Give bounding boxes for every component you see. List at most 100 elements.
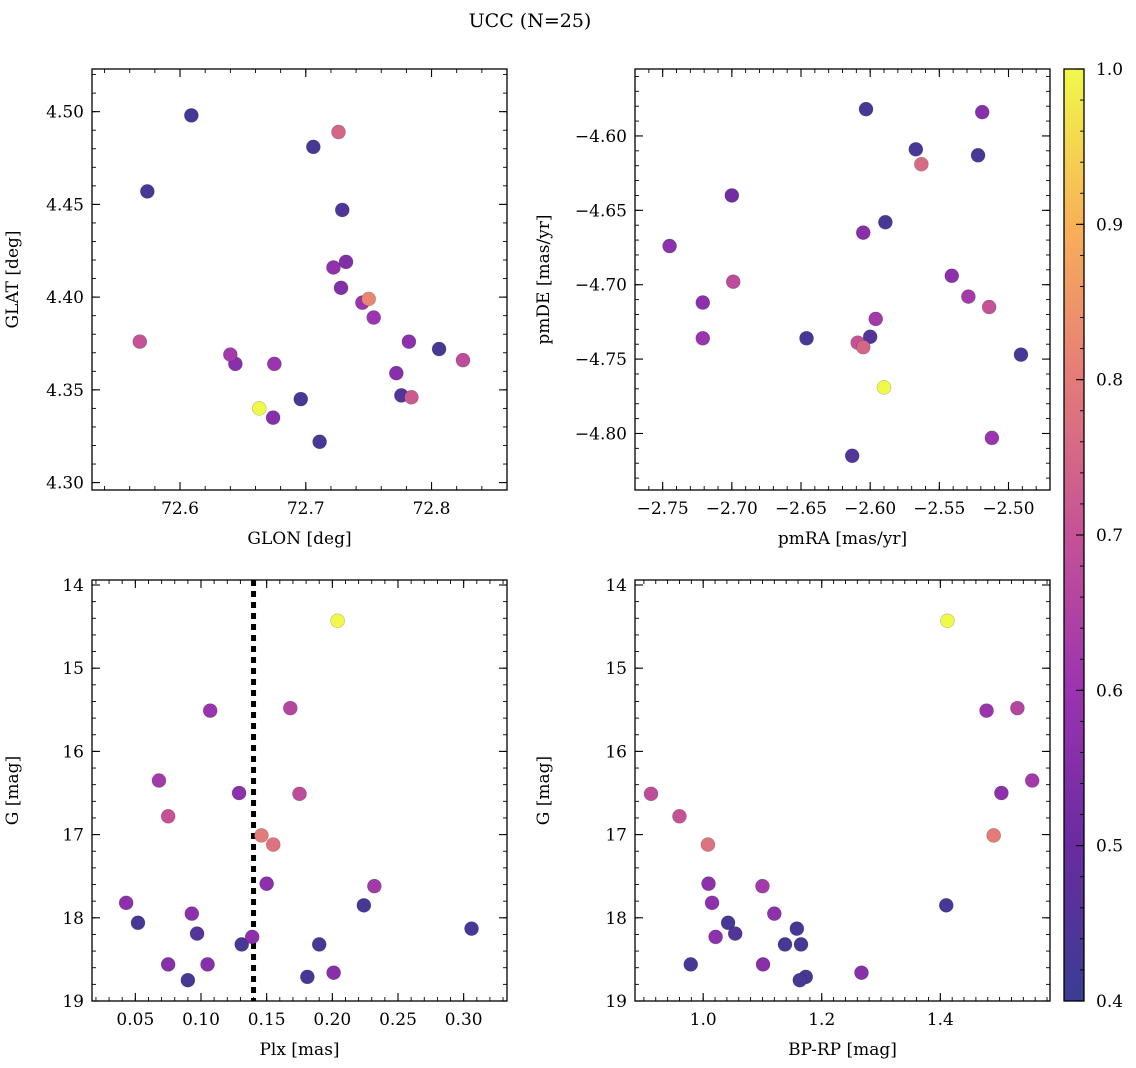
panel-glon-glat: 72.6 72.7 72.8 4.30 4.35 4.40 4.45 4.50 GLON [de… — [3, 68, 508, 549]
data-point — [265, 410, 281, 425]
data-point — [404, 389, 419, 405]
y-tick-label: 4.35 — [46, 381, 84, 401]
x-axis-label: GLON [deg] — [247, 529, 351, 549]
minor-ticks — [92, 69, 508, 490]
data-point — [118, 895, 134, 911]
data-point — [431, 341, 447, 357]
data-point — [180, 972, 196, 988]
data-point — [311, 937, 327, 952]
data-point — [727, 926, 743, 941]
data-point — [986, 828, 1001, 843]
x-tick-label: −2.50 — [982, 499, 1034, 519]
x-tick-label: 72.6 — [161, 499, 199, 519]
data-point — [984, 430, 1000, 446]
data-point — [878, 214, 893, 230]
data-point — [695, 330, 711, 346]
y-tick-label: 4.40 — [46, 288, 84, 308]
x-tick-label: 0.15 — [248, 1010, 286, 1030]
data-point — [672, 808, 687, 824]
data-point — [140, 184, 155, 199]
x-tick-label: 0.30 — [445, 1010, 483, 1030]
data-point — [704, 895, 720, 911]
data-point — [130, 915, 146, 931]
data-point — [223, 347, 238, 362]
data-point — [994, 785, 1009, 801]
data-point — [755, 957, 771, 972]
panel-pmra-pmde: −2.75 −2.70 −2.65 −2.60 −2.55 −2.50 −4.60 −4.65… — [534, 68, 1051, 549]
data-point — [338, 254, 354, 270]
y-tick-label: −4.70 — [575, 276, 627, 296]
colorbar-tick-label: 0.9 — [1096, 215, 1123, 235]
x-tick-label: 0.20 — [313, 1010, 351, 1030]
data-point — [855, 339, 871, 355]
data-point — [855, 225, 871, 240]
data-point — [777, 937, 793, 952]
data-point — [940, 613, 955, 629]
y-tick-label: −4.80 — [575, 424, 627, 444]
data-point — [334, 202, 350, 218]
data-point — [858, 101, 874, 117]
data-point — [789, 921, 805, 936]
data-point — [259, 876, 274, 891]
x-axis-label: BP-RP [mag] — [788, 1040, 897, 1060]
y-tick-label: −4.65 — [575, 201, 627, 221]
data-point — [944, 268, 960, 284]
data-point — [1010, 700, 1025, 716]
data-point — [914, 156, 929, 172]
data-point — [979, 703, 994, 718]
data-point — [330, 613, 345, 629]
colorbar-tick-label: 0.6 — [1096, 681, 1123, 701]
data-point — [189, 926, 205, 941]
axes-frame — [91, 68, 508, 491]
x-tick-label: −2.65 — [775, 499, 827, 519]
colorbar-tick-label: 0.4 — [1096, 992, 1123, 1012]
x-tick-label: −2.60 — [844, 499, 896, 519]
data-point — [868, 311, 884, 327]
data-point — [683, 957, 699, 972]
x-tick-label: 0.05 — [116, 1010, 154, 1030]
y-tick-label: 15 — [62, 659, 84, 679]
data-point — [202, 703, 218, 718]
panels-group: 72.6 72.7 72.8 4.30 4.35 4.40 4.45 4.50 GLON [de… — [3, 68, 1051, 1060]
data-point — [254, 828, 269, 843]
data-point — [876, 380, 892, 395]
x-tick-label: −2.55 — [913, 499, 965, 519]
data-point — [326, 260, 341, 275]
data-point — [160, 957, 176, 972]
colorbar: 0.4 0.5 0.6 0.7 0.8 0.9 1.0 — [1063, 60, 1123, 1012]
x-tick-label: 1.0 — [690, 1010, 717, 1030]
colorbar-tick-label: 0.7 — [1096, 526, 1123, 546]
data-point — [643, 786, 659, 802]
data-point — [401, 334, 417, 349]
x-tick-label: 1.2 — [808, 1010, 835, 1030]
data-point — [792, 972, 808, 988]
data-point — [1013, 347, 1029, 362]
data-point — [306, 139, 321, 155]
colorbar-tick-label: 0.5 — [1096, 837, 1123, 857]
y-tick-label: −4.75 — [575, 350, 627, 370]
data-point — [767, 906, 782, 921]
x-tick-label: −2.70 — [706, 499, 758, 519]
data-point — [724, 188, 740, 203]
y-tick-label: −4.60 — [575, 127, 627, 147]
points-group — [118, 613, 479, 988]
data-point — [844, 448, 860, 464]
y-axis-label: G [mag] — [3, 756, 23, 825]
data-point — [695, 295, 711, 310]
y-tick-label: 15 — [605, 659, 627, 679]
y-tick-label: 4.50 — [46, 103, 84, 123]
data-point — [464, 921, 479, 936]
data-point — [356, 898, 372, 913]
x-tick-label: 72.7 — [287, 499, 325, 519]
data-point — [1024, 773, 1040, 788]
y-tick-label: 17 — [605, 826, 627, 846]
data-point — [700, 837, 716, 852]
y-tick-label: 16 — [62, 742, 84, 762]
x-axis-label: Plx [mas] — [259, 1040, 339, 1060]
points-group — [643, 613, 1040, 988]
data-point — [455, 352, 471, 368]
panel-plx-g: 0.05 0.10 0.15 0.20 0.25 0.30 14 15 16 17 18 19 Plx … — [3, 576, 508, 1060]
x-tick-label: 72.8 — [413, 499, 451, 519]
y-axis-label: GLAT [deg] — [3, 230, 23, 328]
axes-frame — [91, 579, 508, 1002]
